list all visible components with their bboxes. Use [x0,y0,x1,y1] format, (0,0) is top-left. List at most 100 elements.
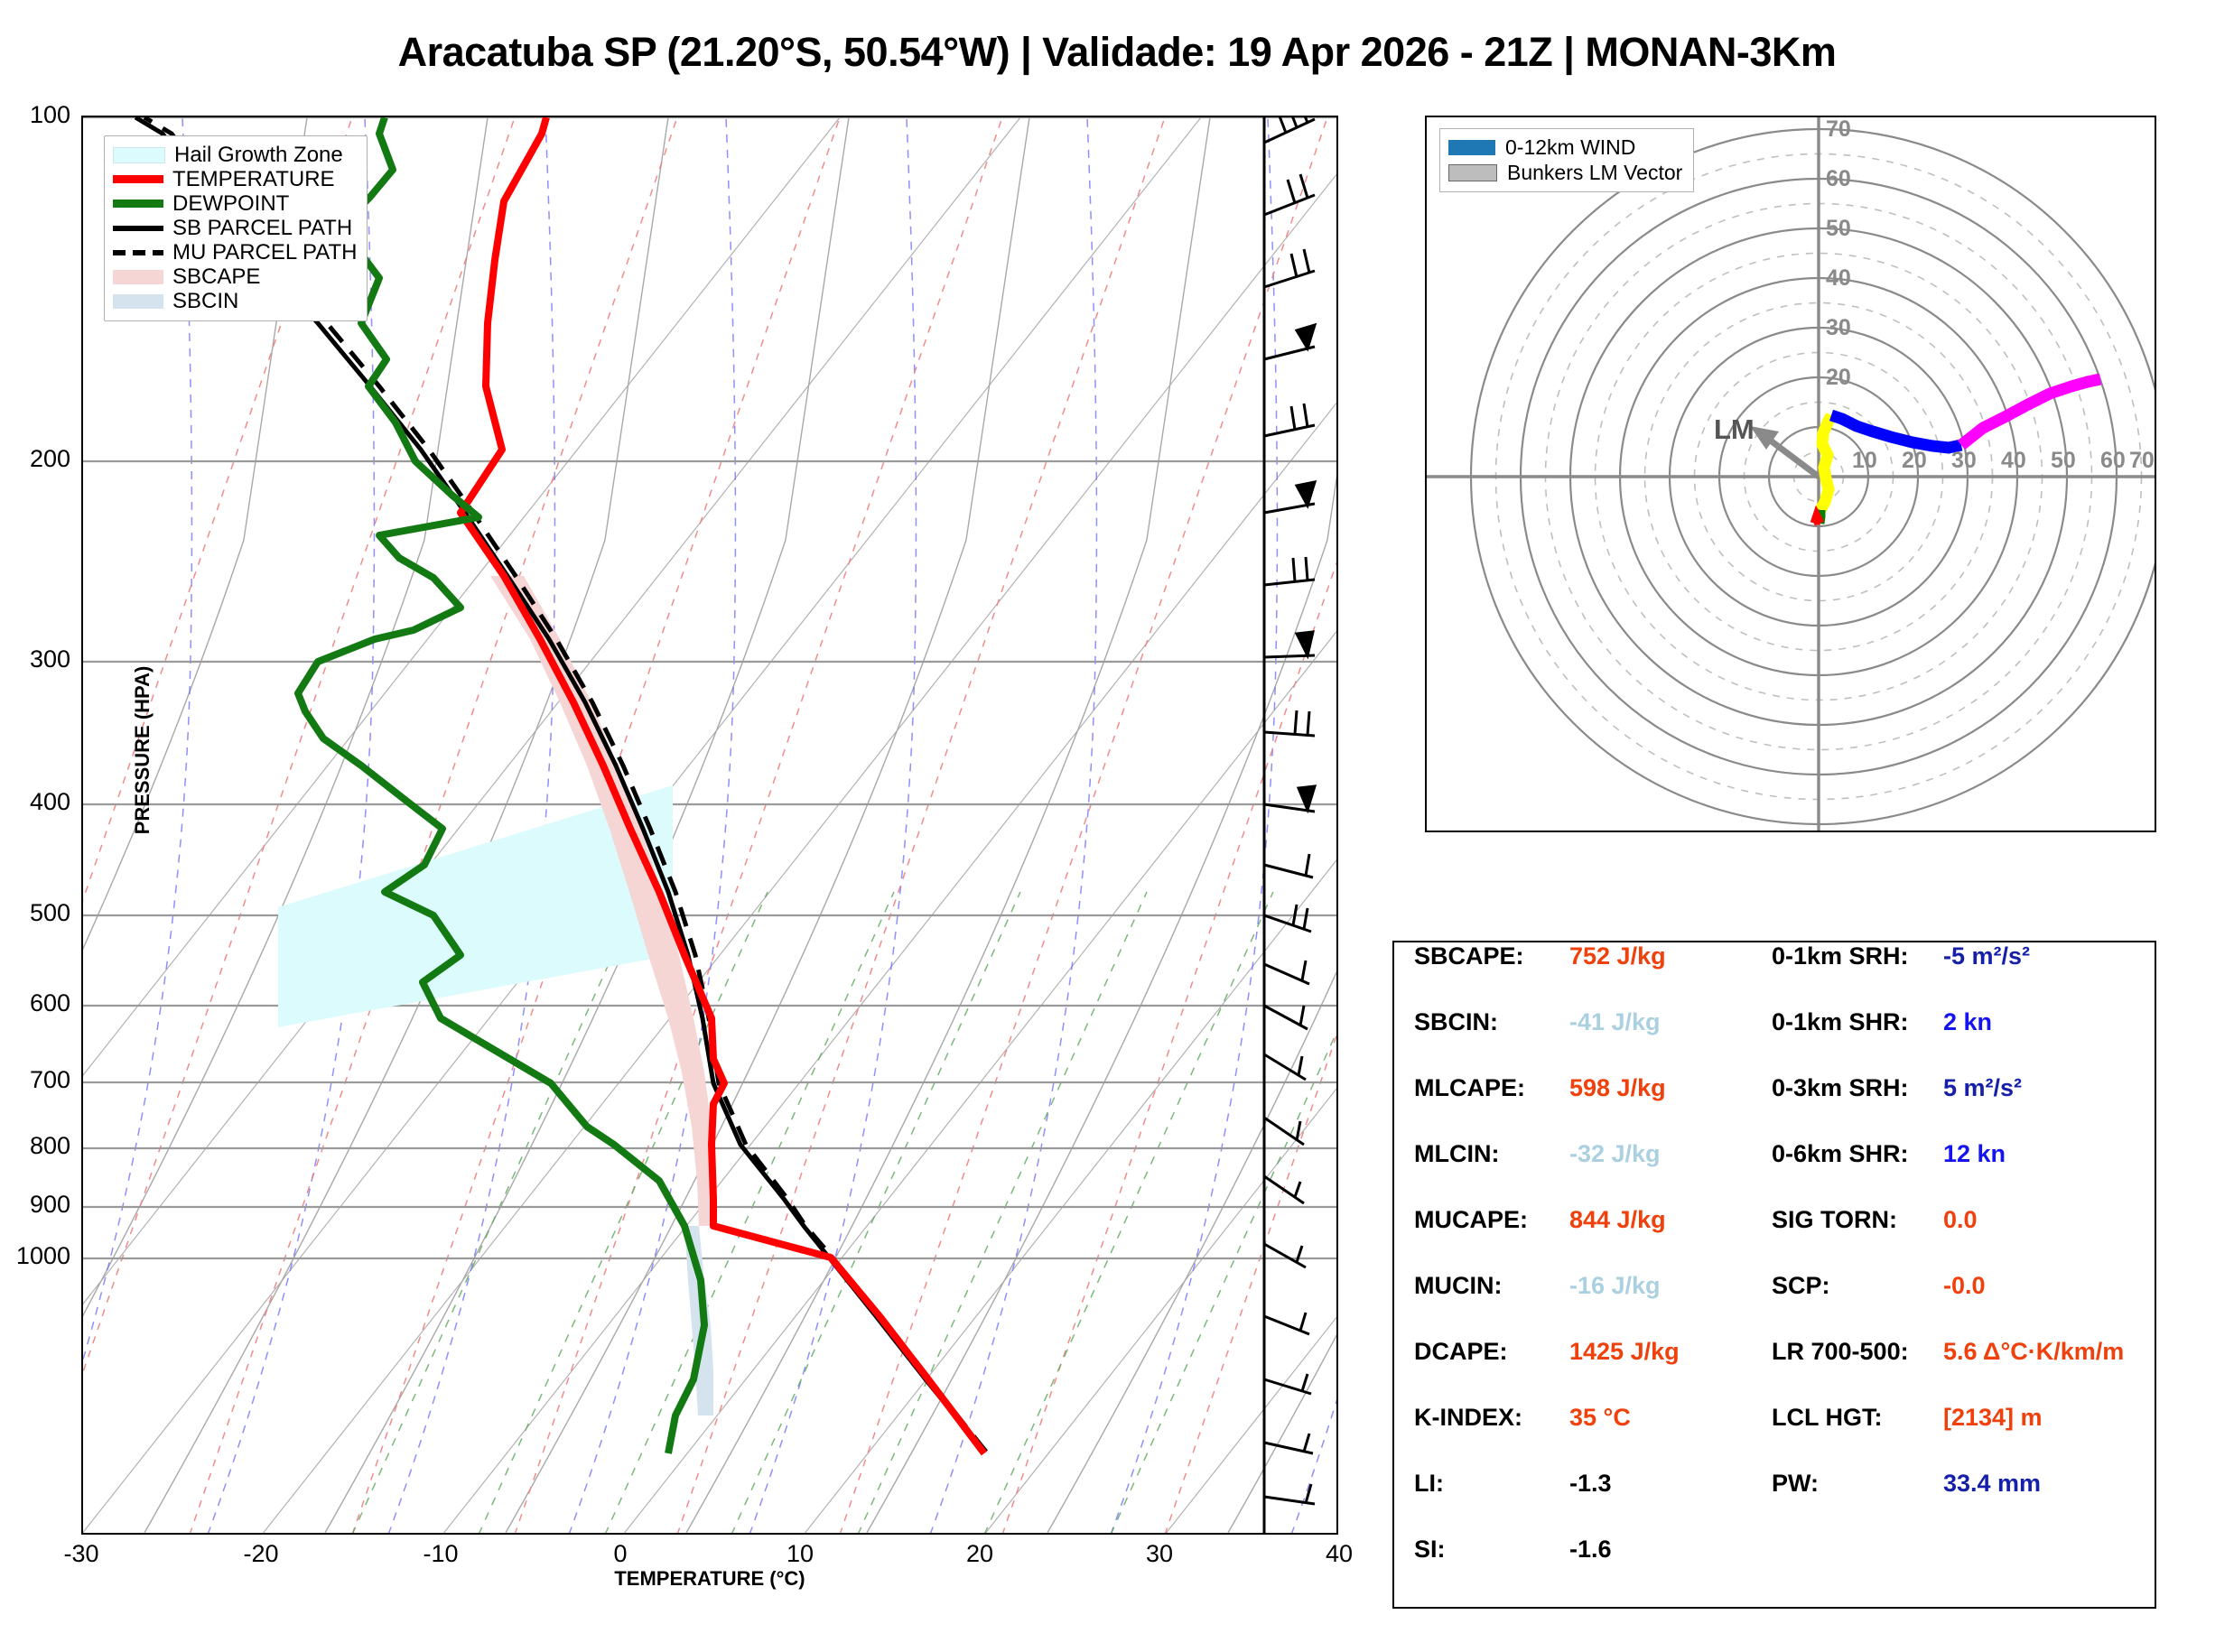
param-row-lr-700-500: LR 700-500: 5.6 Δ°C·K/km/m [1752,1338,2156,1404]
pressure-tick: 600 [29,989,70,1016]
param-row-mlcape: MLCAPE: 598 J/kg [1394,1074,1752,1140]
legend-swatch-temperature [113,175,163,183]
hodo-ring-label-v: 20 [1826,365,1851,390]
hodo-ring-label-h: 10 [1852,448,1877,473]
param-key: 0-6km SHR: [1772,1140,1909,1167]
param-key: K-INDEX: [1414,1404,1522,1431]
param-row-sbcin: SBCIN: -41 J/kg [1394,1008,1752,1074]
hodo-ring-label-v: 70 [1826,116,1851,142]
param-row-dcape: DCAPE: 1425 J/kg [1394,1338,1752,1404]
hodograph-diagram [1427,117,2155,831]
param-key: LCL HGT: [1772,1404,1883,1431]
legend-item-sb-parcel-path: SB PARCEL PATH [113,216,357,240]
param-value: 2 kn [1943,1008,1993,1035]
param-key: 0-1km SRH: [1772,942,1909,970]
param-row-sig-torn: SIG TORN: 0.0 [1752,1206,2156,1272]
legend-swatch-bunkers-lm [1448,163,1497,181]
legend-label: MU PARCEL PATH [172,239,358,265]
param-value: 598 J/kg [1569,1074,1666,1101]
temperature-tick: 30 [1145,1540,1174,1567]
param-row-mlcin: MLCIN: -32 J/kg [1394,1140,1752,1206]
legend-item-wind: 0-12km WIND [1448,135,1682,160]
legend-item-dewpoint: DEWPOINT [113,191,357,216]
legend-swatch-dewpoint [113,200,163,208]
legend-label: Bunkers LM Vector [1507,160,1683,184]
param-key: SBCAPE: [1414,942,1524,970]
skewt-plot-frame [81,116,1338,1535]
legend-label: TEMPERATURE [172,166,335,191]
param-value: 1425 J/kg [1569,1338,1680,1365]
pressure-tick: 900 [29,1191,70,1218]
legend-swatch-wind [1448,139,1495,155]
parameters-column-right: 0-1km SRH: -5 m²/s² 0-1km SHR: 2 kn 0-3k… [1752,942,2156,1536]
temperature-tick: -10 [423,1540,459,1567]
temperature-tick: 0 [613,1540,628,1567]
parameters-column-left: SBCAPE: 752 J/kg SBCIN: -41 J/kg MLCAPE:… [1394,942,1752,1601]
param-key: LR 700-500: [1772,1338,1909,1365]
param-row-si: SI: -1.6 [1394,1536,1752,1601]
param-value: -0.0 [1943,1272,1986,1299]
hodo-ring-label-h: 40 [2001,448,2026,473]
legend-label: SBCIN [172,288,239,313]
pressure-tick: 400 [29,788,70,815]
storm-motion-label: LM [1714,413,1755,445]
hodo-segment-9-12km [1957,373,2102,450]
param-value: -5 m²/s² [1943,942,2031,970]
parameters-panel: SBCAPE: 752 J/kg SBCIN: -41 J/kg MLCAPE:… [1392,941,2156,1609]
param-row-0-1km-shr: 0-1km SHR: 2 kn [1752,1008,2156,1074]
skewt-legend: Hail Growth Zone TEMPERATURE DEWPOINT SB… [104,135,368,321]
pressure-tick: 700 [29,1066,70,1093]
param-key: 0-3km SRH: [1772,1074,1909,1101]
param-row-mucape: MUCAPE: 844 J/kg [1394,1206,1752,1272]
legend-label: SBCAPE [172,264,261,289]
param-value: 12 kn [1943,1140,2006,1167]
pressure-tick: 300 [29,645,70,673]
temperature-tick: 20 [965,1540,994,1567]
param-key: LI: [1414,1470,1444,1497]
legend-label: DEWPOINT [172,190,290,216]
hodo-segment-0-1km [1810,505,1824,526]
param-value: -41 J/kg [1569,1008,1661,1035]
legend-item-hail-growth-zone: Hail Growth Zone [113,143,357,167]
param-value: 752 J/kg [1569,942,1666,970]
wind-barb-column [1262,116,1317,1533]
skewt-panel: Hail Growth Zone TEMPERATURE DEWPOINT SB… [16,101,1353,1590]
param-row-sbcape: SBCAPE: 752 J/kg [1394,942,1752,1008]
param-row-0-3km-srh: 0-3km SRH: 5 m²/s² [1752,1074,2156,1140]
param-value: 5.6 Δ°C·K/km/m [1943,1338,2125,1365]
hodo-ring-label-h: 30 [1951,448,1977,473]
hodo-ring-label-h: 70 [2129,448,2155,473]
legend-item-sbcape: SBCAPE [113,265,357,289]
temperature-tick: -20 [243,1540,279,1567]
legend-label: Hail Growth Zone [174,142,343,167]
hodograph-plot-frame [1425,116,2156,832]
dewpoint-profile [294,117,708,1454]
legend-label: 0-12km WIND [1505,135,1636,159]
param-value: -32 J/kg [1569,1140,1661,1167]
pressure-tick: 800 [29,1132,70,1159]
hodo-ring-label-v: 60 [1826,166,1851,191]
param-key: MUCAPE: [1414,1206,1528,1233]
param-value: -16 J/kg [1569,1272,1661,1299]
param-key: SIG TORN: [1772,1206,1898,1233]
legend-item-sbcin: SBCIN [113,289,357,313]
param-value: 33.4 mm [1943,1470,2042,1497]
hodo-ring-label-h: 20 [1902,448,1927,473]
temperature-profile [457,117,988,1456]
sbcin-region [684,1226,713,1415]
legend-swatch-hail [113,146,165,163]
y-axis-label: PRESSURE (HPA) [131,665,154,835]
legend-swatch-sbcape [113,269,163,284]
hodo-ring-label-v: 40 [1826,265,1851,291]
legend-item-temperature: TEMPERATURE [113,167,357,191]
hodo-segment-6-9km [1829,409,1963,454]
param-key: MLCIN: [1414,1140,1500,1167]
x-axis-label: TEMPERATURE (°C) [614,1567,805,1590]
pressure-tick: 100 [29,101,70,128]
param-key: MLCAPE: [1414,1074,1525,1101]
temperature-tick: -30 [63,1540,99,1567]
param-row-lcl-hgt: LCL HGT: [2134] m [1752,1404,2156,1470]
param-value: -1.6 [1569,1536,1612,1563]
skewt-diagram [83,116,1336,1533]
temperature-tick: 10 [786,1540,814,1567]
